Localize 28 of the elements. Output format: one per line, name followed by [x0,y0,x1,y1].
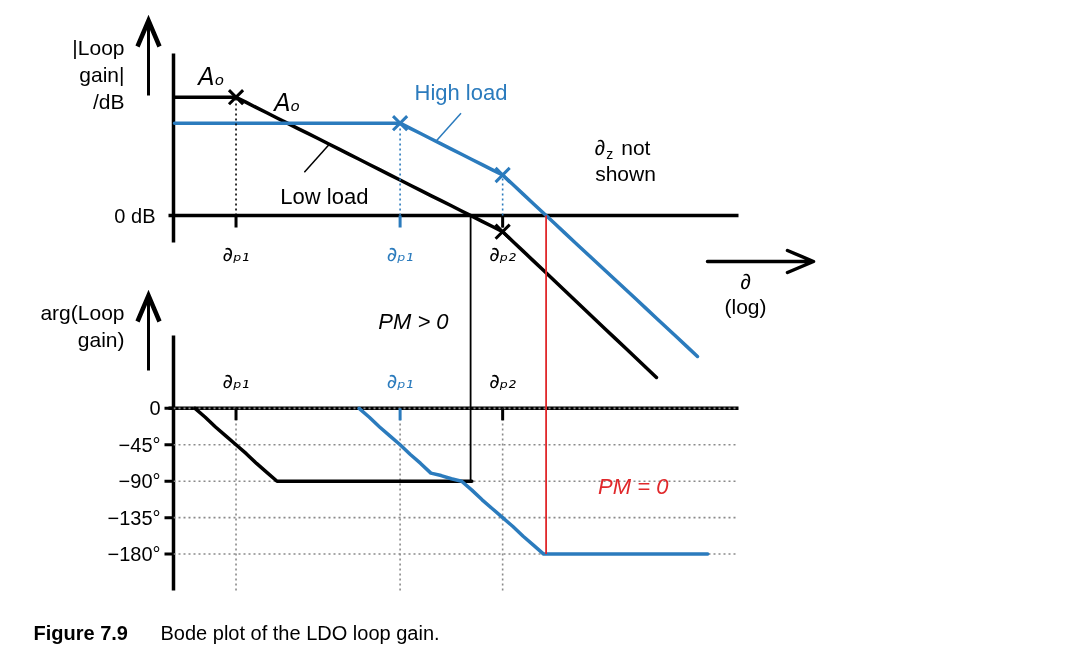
annotation: Aₒ [196,63,225,92]
point [227,88,245,106]
line-series [357,406,710,556]
text: Figure 7.9 [33,621,128,644]
y-tick-label: 0 [149,397,161,420]
text: 0 dB [114,204,156,227]
x-tick-label: ∂ₚ₂ [489,241,517,266]
x-axis-title: ∂ (log) [724,270,767,318]
legend-label: Low load [280,184,369,210]
annotation: PM > 0 [378,309,450,335]
x-tick-label: ∂ₚ₁ [386,241,414,266]
x-tick-label: ∂ₚ₂ [489,369,517,394]
text: Bode plot of the LDO loop gain. [160,621,440,644]
point [391,114,409,132]
x-tick-label: ∂ₚ₁ [222,241,250,266]
x-tick-label: ∂ₚ₁ [386,369,414,394]
y-tick-label: −135° [107,506,161,529]
annotation: PM = 0 [598,473,670,499]
y-tick-label: −90° [118,470,161,493]
y-axis-title: arg(Loop gain) [40,301,125,351]
series-label: High load [414,80,508,106]
x-tick-label: ∂ₚ₁ [222,369,250,394]
point [494,166,512,184]
annotation: Aₒ [272,89,301,118]
y-axis-title: |Loop gain| /dB [72,36,125,113]
point [494,223,512,241]
y-tick-label: −180° [107,543,161,566]
y-tick-label: −45° [118,433,161,456]
